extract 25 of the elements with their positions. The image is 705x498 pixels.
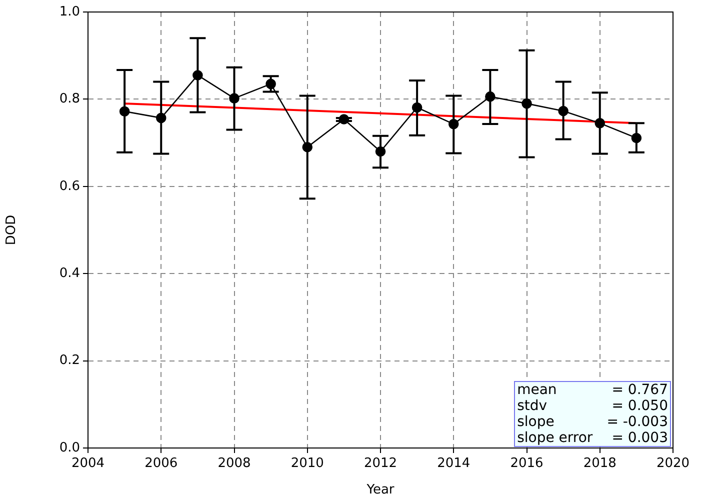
- annotation: stdv: [517, 398, 548, 414]
- y-tick-label: 0.6: [59, 178, 80, 194]
- x-tick-label: 2016: [510, 456, 544, 472]
- x-tick-label: 2008: [218, 456, 251, 472]
- annotation: slope: [517, 414, 556, 430]
- x-tick-label: 2020: [656, 456, 690, 472]
- annotation: = 0.050: [610, 398, 668, 414]
- x-tick-label: 2014: [437, 456, 470, 472]
- annotation: slope error: [517, 430, 593, 446]
- y-tick-label: 0.2: [59, 353, 80, 368]
- x-tick-label: 2010: [290, 456, 324, 472]
- x-tick-label: 2004: [71, 456, 105, 472]
- y-tick-label: 0.8: [59, 92, 80, 107]
- x-axis-title: Year: [366, 482, 395, 498]
- y-tick-label: 0.0: [59, 440, 80, 456]
- annotation: mean: [517, 382, 558, 398]
- y-axis-title: DOD: [4, 214, 20, 246]
- y-tick-label: 1.0: [59, 4, 80, 20]
- annotation: = 0.767: [610, 382, 668, 398]
- x-tick-label: 2018: [583, 456, 616, 472]
- y-tick-label: 0.4: [59, 266, 80, 281]
- annotation: = -0.003: [606, 414, 668, 430]
- x-tick-label: 2006: [144, 456, 178, 472]
- annotation: = 0.003: [610, 430, 668, 446]
- x-tick-label: 2012: [364, 456, 398, 472]
